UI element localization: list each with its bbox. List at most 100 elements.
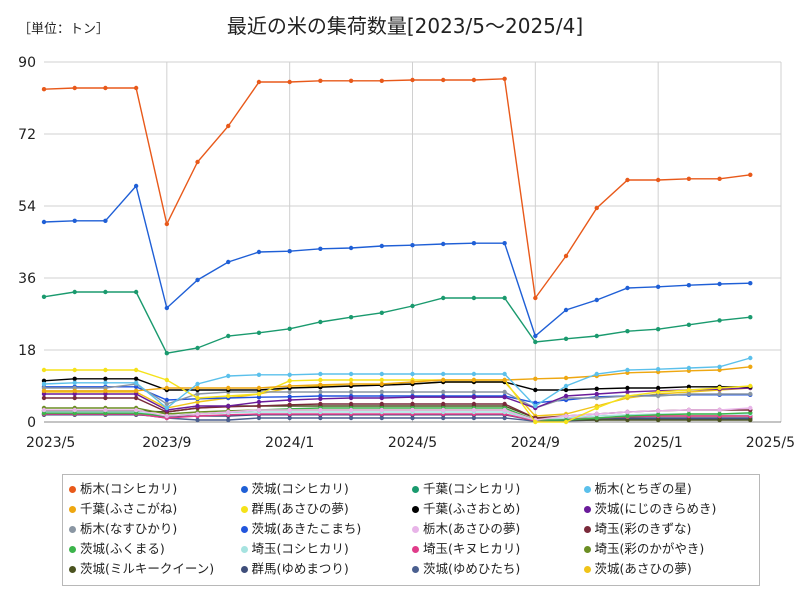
data-point [502,415,507,421]
data-point [195,381,200,387]
legend-marker [412,485,419,493]
data-point [287,372,292,377]
legend-item: 千葉(コシヒカリ) [412,480,584,498]
data-point [164,351,170,356]
data-point [133,391,139,397]
data-point [348,371,354,377]
data-point [72,367,77,373]
data-point [287,415,292,421]
legend-label: 茨城(あきたこまち) [251,521,362,536]
data-point [226,259,231,265]
legend-item: 埼玉(コシヒカリ) [240,540,413,558]
data-point [686,283,692,288]
data-point [717,367,722,373]
legend-marker [240,485,248,493]
legend-marker [412,525,419,533]
data-point [502,371,507,377]
data-point [287,394,292,399]
legend-items: 栃木(コシヒカリ) 茨城(コシヒカリ) 千葉(コシヒカリ) 栃木(とちぎの星) 千葉(ふ… [69,480,755,578]
series-line [44,414,751,422]
data-point [287,389,292,395]
data-point [441,377,446,383]
data-point [103,411,108,416]
data-point [133,380,139,385]
data-point [533,387,538,393]
data-point [133,395,139,401]
data-point [410,389,415,395]
data-point [256,330,262,335]
data-point [133,376,139,381]
series-千葉(コシヒカリ) [41,289,753,356]
data-point [748,405,753,411]
data-point [195,277,200,283]
legend-item: 栃木(コシヒカリ) [69,480,241,498]
data-point [441,371,446,377]
data-point [533,376,538,381]
data-point [318,246,323,251]
data-point [379,381,384,387]
legend-marker [69,525,76,533]
data-point [717,407,722,413]
x-tick-label: 2025/5 [746,435,795,451]
legend-marker [583,565,591,573]
data-point [164,413,170,419]
data-point [41,407,47,413]
data-point [717,364,722,369]
legend-item: 栃木(あさひの夢) [412,520,584,538]
data-point [471,415,477,421]
data-point [410,401,415,407]
legend-label: 埼玉(彩のかがやき) [594,541,705,556]
chart-title: 最近の米の集荷数量[2023/5～2025/4] [227,14,583,38]
data-point [748,383,753,389]
data-point [563,387,569,393]
data-point [256,249,262,255]
data-point [287,407,292,413]
data-point [103,388,108,393]
data-point [471,241,477,246]
legend-marker [240,565,248,573]
series-lines [41,76,753,425]
data-point [563,375,569,381]
data-point [441,415,446,421]
data-point [748,417,753,423]
legend-marker [583,485,591,493]
legend-label: 埼玉(キヌヒカリ) [423,541,521,556]
data-point [502,389,507,395]
data-point [748,315,753,320]
legend-label: 埼玉(コシヒカリ) [251,541,349,556]
series-茨城(コシヒカリ) [41,183,753,339]
data-point [103,367,108,373]
series-line [43,184,751,338]
legend-item: 群馬(ゆめまつり) [240,560,413,578]
legend-marker [69,485,76,493]
data-point [379,371,384,377]
data-point [502,407,507,413]
legend-item: 茨城(ミルキークイーン) [69,560,241,578]
series-line [44,413,751,422]
y-tick-label: 90 [18,55,36,71]
data-point [717,176,722,181]
data-point [379,395,384,401]
data-point [563,307,569,313]
data-point [625,385,630,391]
data-point [256,415,262,421]
series-line [44,407,751,421]
data-point [195,399,200,405]
data-point [441,77,446,83]
series-line [43,78,751,300]
data-point [471,371,477,377]
data-point [441,295,446,301]
data-point [594,205,599,211]
data-point [41,388,47,393]
data-point [195,391,200,397]
data-point [318,78,323,84]
data-point [410,379,415,385]
data-point [195,385,200,391]
legend-label: 茨城(ふくまる) [80,541,165,556]
data-point [164,397,170,403]
data-point [655,389,661,395]
data-point [594,333,599,339]
data-point [625,367,630,373]
data-point [103,376,108,381]
